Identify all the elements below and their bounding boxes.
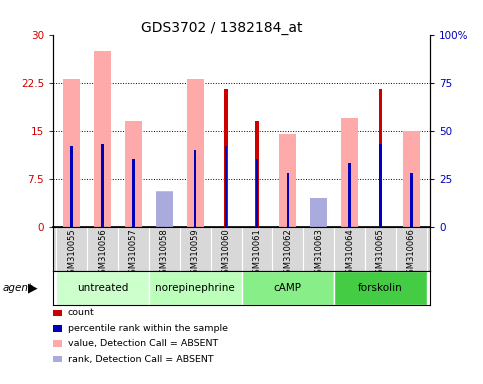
Text: GSM310058: GSM310058 <box>160 228 169 279</box>
Text: percentile rank within the sample: percentile rank within the sample <box>68 324 227 333</box>
Bar <box>341 118 358 227</box>
Bar <box>125 121 142 227</box>
Bar <box>94 51 111 227</box>
Bar <box>56 271 149 305</box>
Bar <box>410 173 412 227</box>
Bar <box>379 144 382 227</box>
Bar <box>379 89 383 227</box>
Bar <box>224 89 228 227</box>
Bar <box>279 134 296 227</box>
Bar <box>194 150 197 227</box>
Text: GSM310059: GSM310059 <box>191 228 199 279</box>
Bar <box>310 198 327 227</box>
Text: ▶: ▶ <box>28 281 38 295</box>
Bar <box>256 159 258 227</box>
Text: untreated: untreated <box>77 283 128 293</box>
Text: GSM310064: GSM310064 <box>345 228 354 279</box>
Text: GSM310063: GSM310063 <box>314 228 323 279</box>
Text: GDS3702 / 1382184_at: GDS3702 / 1382184_at <box>142 21 303 35</box>
Text: count: count <box>68 308 94 318</box>
Bar <box>149 271 242 305</box>
Bar <box>101 144 104 227</box>
Text: agent: agent <box>2 283 32 293</box>
Bar <box>255 121 259 227</box>
Text: GSM310060: GSM310060 <box>222 228 230 279</box>
Text: value, Detection Call = ABSENT: value, Detection Call = ABSENT <box>68 339 218 348</box>
Text: rank, Detection Call = ABSENT: rank, Detection Call = ABSENT <box>68 354 213 364</box>
Bar <box>225 146 227 227</box>
Bar <box>334 271 427 305</box>
Text: cAMP: cAMP <box>274 283 302 293</box>
Text: GSM310062: GSM310062 <box>284 228 292 279</box>
Text: GSM310057: GSM310057 <box>129 228 138 279</box>
Bar <box>242 271 334 305</box>
Bar <box>187 79 204 227</box>
Bar <box>71 146 73 227</box>
Bar <box>403 131 420 227</box>
Bar <box>156 191 173 227</box>
Text: GSM310056: GSM310056 <box>98 228 107 279</box>
Text: GSM310055: GSM310055 <box>67 228 76 279</box>
Bar <box>63 79 80 227</box>
Text: GSM310065: GSM310065 <box>376 228 385 279</box>
Text: norepinephrine: norepinephrine <box>156 283 235 293</box>
Bar <box>132 159 135 227</box>
Text: forskolin: forskolin <box>358 283 403 293</box>
Text: GSM310066: GSM310066 <box>407 228 416 279</box>
Bar <box>310 201 327 227</box>
Bar <box>348 163 351 227</box>
Text: GSM310061: GSM310061 <box>253 228 261 279</box>
Bar <box>286 173 289 227</box>
Bar <box>156 192 173 227</box>
